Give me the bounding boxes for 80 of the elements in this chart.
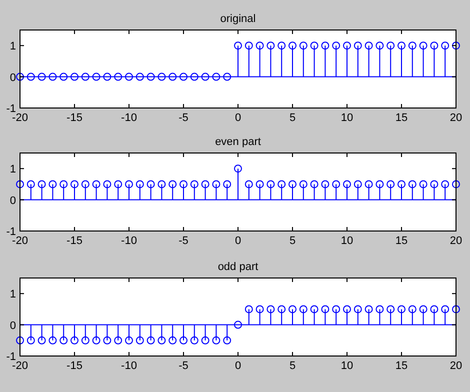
x-tick-label: 10 [340,112,354,124]
point [244,305,253,314]
chart-title: even part [215,136,261,148]
x-tick-label: -10 [121,360,137,372]
x-tick-label: -5 [178,235,188,247]
point [376,305,384,314]
point [310,305,318,314]
point [201,336,210,344]
y-tick-label: -1 [6,351,16,363]
point [386,305,395,314]
x-tick-label: 15 [395,235,408,247]
x-tick-label: -20 [12,360,28,372]
point [354,305,362,314]
x-tick-label: 15 [395,112,408,124]
x-tick-label: 20 [450,360,462,372]
point [16,336,24,344]
x-tick-label: 10 [340,235,354,247]
point [212,336,220,344]
point [398,305,406,314]
point [299,305,308,314]
point [70,336,78,344]
y-tick-label: 0 [10,72,16,84]
x-tick-label: 5 [289,112,296,124]
point [343,305,351,314]
point [278,305,286,314]
point [364,305,373,314]
point [288,305,296,314]
point [266,305,275,314]
y-tick-label: 1 [10,40,16,53]
y-tick-label: 0 [10,194,16,207]
point [103,336,112,344]
x-tick-label: -20 [12,235,28,247]
point [234,320,242,329]
point [81,336,90,344]
y-tick-label: 0 [10,320,16,332]
x-tick-label: 0 [234,235,242,247]
point [321,305,330,314]
point [430,305,438,314]
x-tick-label: -15 [66,360,82,372]
point [125,336,133,344]
point [158,336,166,344]
chart-title: original [220,13,256,25]
x-tick-label: 0 [234,360,242,372]
x-tick-label: -5 [178,360,188,372]
x-tick-label: -10 [121,112,137,124]
x-tick-label: -15 [66,112,82,124]
x-tick-label: 20 [450,112,462,124]
point [419,305,428,314]
point [168,336,177,344]
x-tick-label: -5 [178,112,188,124]
point [256,305,264,314]
y-tick-label: -1 [6,226,16,238]
point [60,336,68,344]
x-tick-label: 10 [340,360,354,372]
x-tick-label: 15 [395,360,408,372]
point [114,336,122,344]
point [26,336,35,344]
y-tick-label: 1 [10,164,16,176]
point [38,336,46,344]
point [48,336,57,344]
x-tick-label: 0 [234,112,242,124]
chart-title: odd part [218,261,258,273]
point [408,305,416,314]
x-tick-label: 5 [289,235,296,247]
point [332,305,340,314]
point [441,305,450,314]
point [452,305,460,314]
x-tick-label: -10 [121,235,137,247]
x-tick-label: -20 [12,112,28,124]
point [190,336,198,344]
point [223,336,232,344]
x-tick-label: 20 [450,235,462,247]
x-tick-label: -15 [66,235,82,247]
point [136,336,144,344]
point [92,336,100,344]
point [180,336,188,344]
y-tick-label: -1 [6,103,16,115]
point [146,336,155,344]
x-tick-label: 5 [289,360,296,372]
y-tick-label: 1 [10,288,16,301]
